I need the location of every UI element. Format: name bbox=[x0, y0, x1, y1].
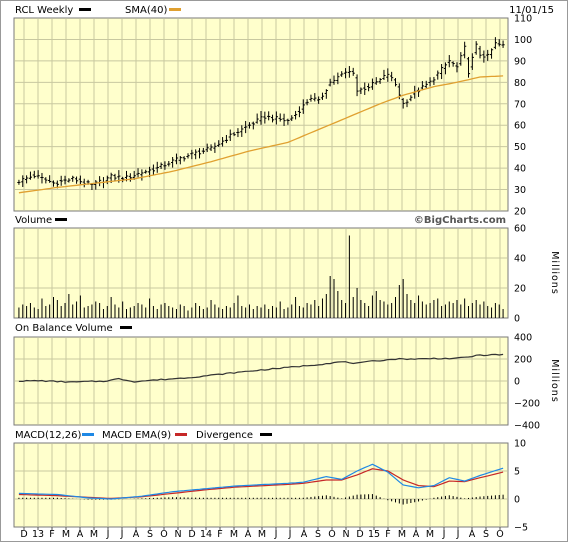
volume-legend-swatch bbox=[55, 218, 67, 221]
macd-legend-swatch bbox=[82, 433, 94, 436]
divergence-legend-label: Divergence bbox=[196, 430, 253, 441]
price-y-tick: 70 bbox=[514, 99, 526, 110]
x-tick-label: J bbox=[456, 529, 460, 540]
x-tick-label: 13 bbox=[32, 529, 44, 540]
price-legend-swatch bbox=[79, 8, 91, 11]
volume-y-tick: 0 bbox=[514, 314, 520, 325]
watermark: ©BigCharts.com bbox=[414, 215, 506, 226]
ema-legend-label: MACD EMA(9) bbox=[102, 430, 171, 441]
obv-legend-swatch bbox=[120, 326, 132, 329]
sma-legend-label: SMA(40) bbox=[125, 5, 167, 16]
price-y-tick: 50 bbox=[514, 142, 526, 153]
x-tick-label: F bbox=[217, 529, 222, 540]
volume-y-tick: 40 bbox=[514, 254, 526, 265]
x-tick-label: F bbox=[385, 529, 390, 540]
macd-y-tick: 5 bbox=[514, 467, 520, 478]
x-tick-label: A bbox=[133, 529, 140, 540]
x-tick-label: J bbox=[274, 529, 278, 540]
x-tick-label: A bbox=[245, 529, 252, 540]
volume-unit-label: Millions bbox=[549, 251, 560, 295]
price-y-tick: 60 bbox=[514, 121, 526, 132]
sma-legend-swatch bbox=[169, 8, 181, 11]
x-tick-label: 15 bbox=[368, 529, 380, 540]
x-tick-label: 14 bbox=[200, 529, 212, 540]
x-tick-label: D bbox=[356, 529, 363, 540]
price-y-tick: 30 bbox=[514, 185, 526, 196]
x-tick-label: M bbox=[230, 529, 238, 540]
x-tick-label: S bbox=[315, 529, 321, 540]
x-tick-label: J bbox=[106, 529, 110, 540]
price-title: RCL Weekly bbox=[15, 5, 73, 16]
macd-y-tick: −5 bbox=[514, 523, 528, 534]
x-tick-label: O bbox=[328, 529, 335, 540]
price-y-tick: 40 bbox=[514, 164, 526, 175]
x-tick-label: D bbox=[20, 529, 27, 540]
x-tick-label: N bbox=[342, 529, 349, 540]
price-panel-background bbox=[13, 17, 509, 212]
obv-y-tick: 200 bbox=[514, 355, 532, 366]
x-tick-label: N bbox=[174, 529, 181, 540]
date-label: 11/01/15 bbox=[509, 5, 554, 16]
x-tick-label: M bbox=[90, 529, 98, 540]
x-tick-label: F bbox=[49, 529, 54, 540]
x-tick-label: O bbox=[160, 529, 167, 540]
price-y-tick: 110 bbox=[514, 14, 532, 25]
x-tick-label: A bbox=[413, 529, 420, 540]
x-tick-label: M bbox=[258, 529, 266, 540]
x-tick-label: M bbox=[62, 529, 70, 540]
obv-y-tick: −200 bbox=[514, 399, 540, 410]
x-tick-label: J bbox=[120, 529, 124, 540]
price-y-tick: 20 bbox=[514, 207, 526, 218]
volume-panel-background bbox=[13, 227, 509, 319]
ema-legend-swatch bbox=[175, 433, 187, 436]
x-tick-label: A bbox=[301, 529, 308, 540]
obv-title: On Balance Volume bbox=[15, 323, 113, 334]
obv-y-tick: 400 bbox=[514, 333, 532, 344]
x-tick-label: J bbox=[288, 529, 292, 540]
x-tick-label: J bbox=[442, 529, 446, 540]
macd-legend-label: MACD(12,26) bbox=[15, 430, 82, 441]
price-y-tick: 80 bbox=[514, 78, 526, 89]
macd-line bbox=[18, 463, 504, 500]
divergence-legend-swatch bbox=[260, 433, 272, 436]
x-tick-label: M bbox=[426, 529, 434, 540]
obv-line bbox=[18, 353, 504, 383]
x-tick-label: D bbox=[188, 529, 195, 540]
obv-y-tick: −400 bbox=[514, 421, 540, 432]
price-y-tick: 100 bbox=[514, 35, 532, 46]
macd-y-tick: 10 bbox=[514, 439, 526, 450]
price-y-tick: 90 bbox=[514, 56, 526, 67]
volume-title: Volume bbox=[15, 215, 52, 226]
x-tick-label: M bbox=[398, 529, 406, 540]
volume-y-tick: 20 bbox=[514, 284, 526, 295]
volume-y-tick: 60 bbox=[514, 224, 526, 235]
x-tick-label: S bbox=[483, 529, 489, 540]
x-tick-label: A bbox=[77, 529, 84, 540]
sma-line bbox=[18, 75, 504, 194]
x-tick-label: A bbox=[469, 529, 476, 540]
obv-unit-label: Millions bbox=[549, 359, 560, 403]
x-tick-label: S bbox=[147, 529, 153, 540]
macd-y-tick: 0 bbox=[514, 495, 520, 506]
obv-y-tick: 0 bbox=[514, 377, 520, 388]
x-tick-label: O bbox=[496, 529, 503, 540]
